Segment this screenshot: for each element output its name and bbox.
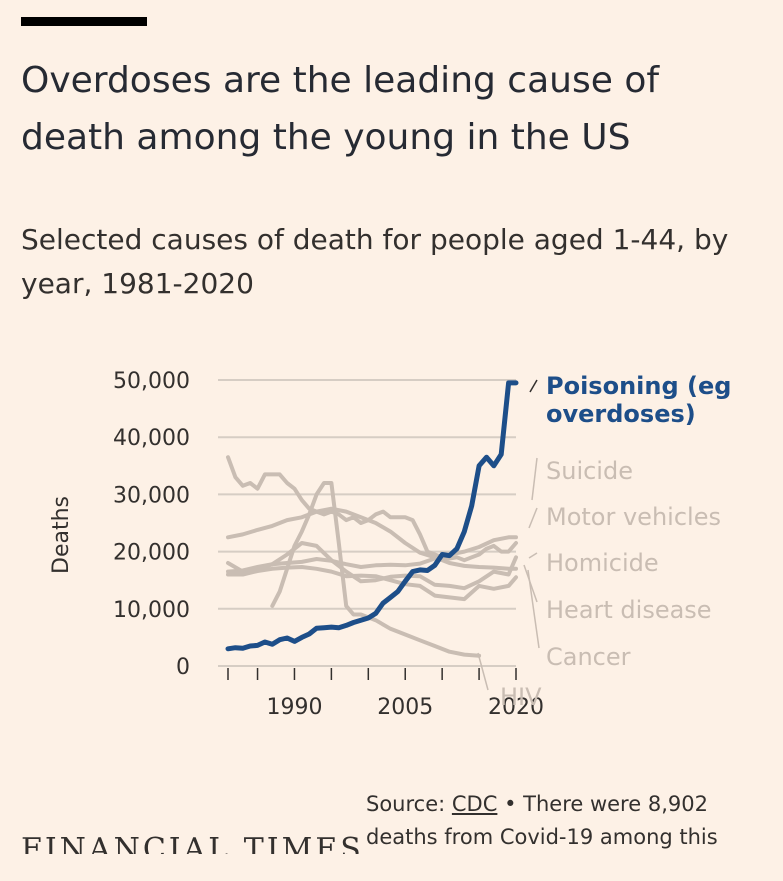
- chart-title: Overdoses are the leading cause of death…: [21, 60, 660, 158]
- series-leader-line: [529, 379, 538, 393]
- source-prefix: Source:: [366, 792, 446, 816]
- source-note: Source: CDC • There were 8,902 deaths fr…: [366, 788, 771, 854]
- y-tick-label: 0: [176, 655, 190, 680]
- series-line-suicide: [226, 535, 518, 574]
- series-line-hiv: [270, 481, 482, 658]
- series-leader-line: [531, 457, 538, 501]
- series-label: overdoses): [546, 400, 696, 428]
- ft-logo: FINANCIAL TIMES: [21, 832, 364, 854]
- y-tick-label: 10,000: [113, 598, 190, 623]
- line-chart: 0 10,000 20,000 30,000 40,000 50,000 1990 2005 2…: [49, 369, 731, 720]
- y-tick-label: 40,000: [113, 426, 190, 451]
- source-detail: • There were 8,902 deaths from Covid-19 …: [366, 792, 718, 849]
- series-line-homicide: [226, 541, 518, 591]
- series-label: HIV: [500, 683, 542, 711]
- source-link[interactable]: CDC: [451, 792, 498, 816]
- y-tick-label: 30,000: [113, 483, 190, 508]
- series-label: Motor vehicles: [546, 503, 721, 531]
- series-line-poisoning-eg-overdoses: [225, 380, 519, 652]
- series-label: Homicide: [546, 549, 659, 577]
- series-leader-line: [477, 652, 489, 691]
- brand-rule: [21, 17, 147, 26]
- y-tick-label: 20,000: [113, 541, 190, 566]
- series-line-motor-vehicles: [226, 455, 518, 563]
- series-label: Cancer: [546, 643, 631, 671]
- series-leader-line: [528, 552, 538, 559]
- x-tick-label: 2020: [488, 695, 544, 720]
- chart-subtitle: Selected causes of death for people aged…: [21, 223, 729, 300]
- x-tick-label: 2005: [377, 695, 433, 720]
- y-tick-label: 50,000: [113, 369, 190, 394]
- series-leader-line: [528, 507, 538, 529]
- series-leader-line: [527, 569, 540, 649]
- series-line-heart-disease: [226, 506, 518, 571]
- y-axis-label: Deaths: [49, 496, 74, 574]
- series-label: Poisoning (eg: [546, 372, 731, 400]
- x-tick-label: 1990: [266, 695, 322, 720]
- series-label: Suicide: [546, 457, 633, 485]
- series-label: Heart disease: [546, 596, 712, 624]
- series-line-cancer: [226, 565, 518, 602]
